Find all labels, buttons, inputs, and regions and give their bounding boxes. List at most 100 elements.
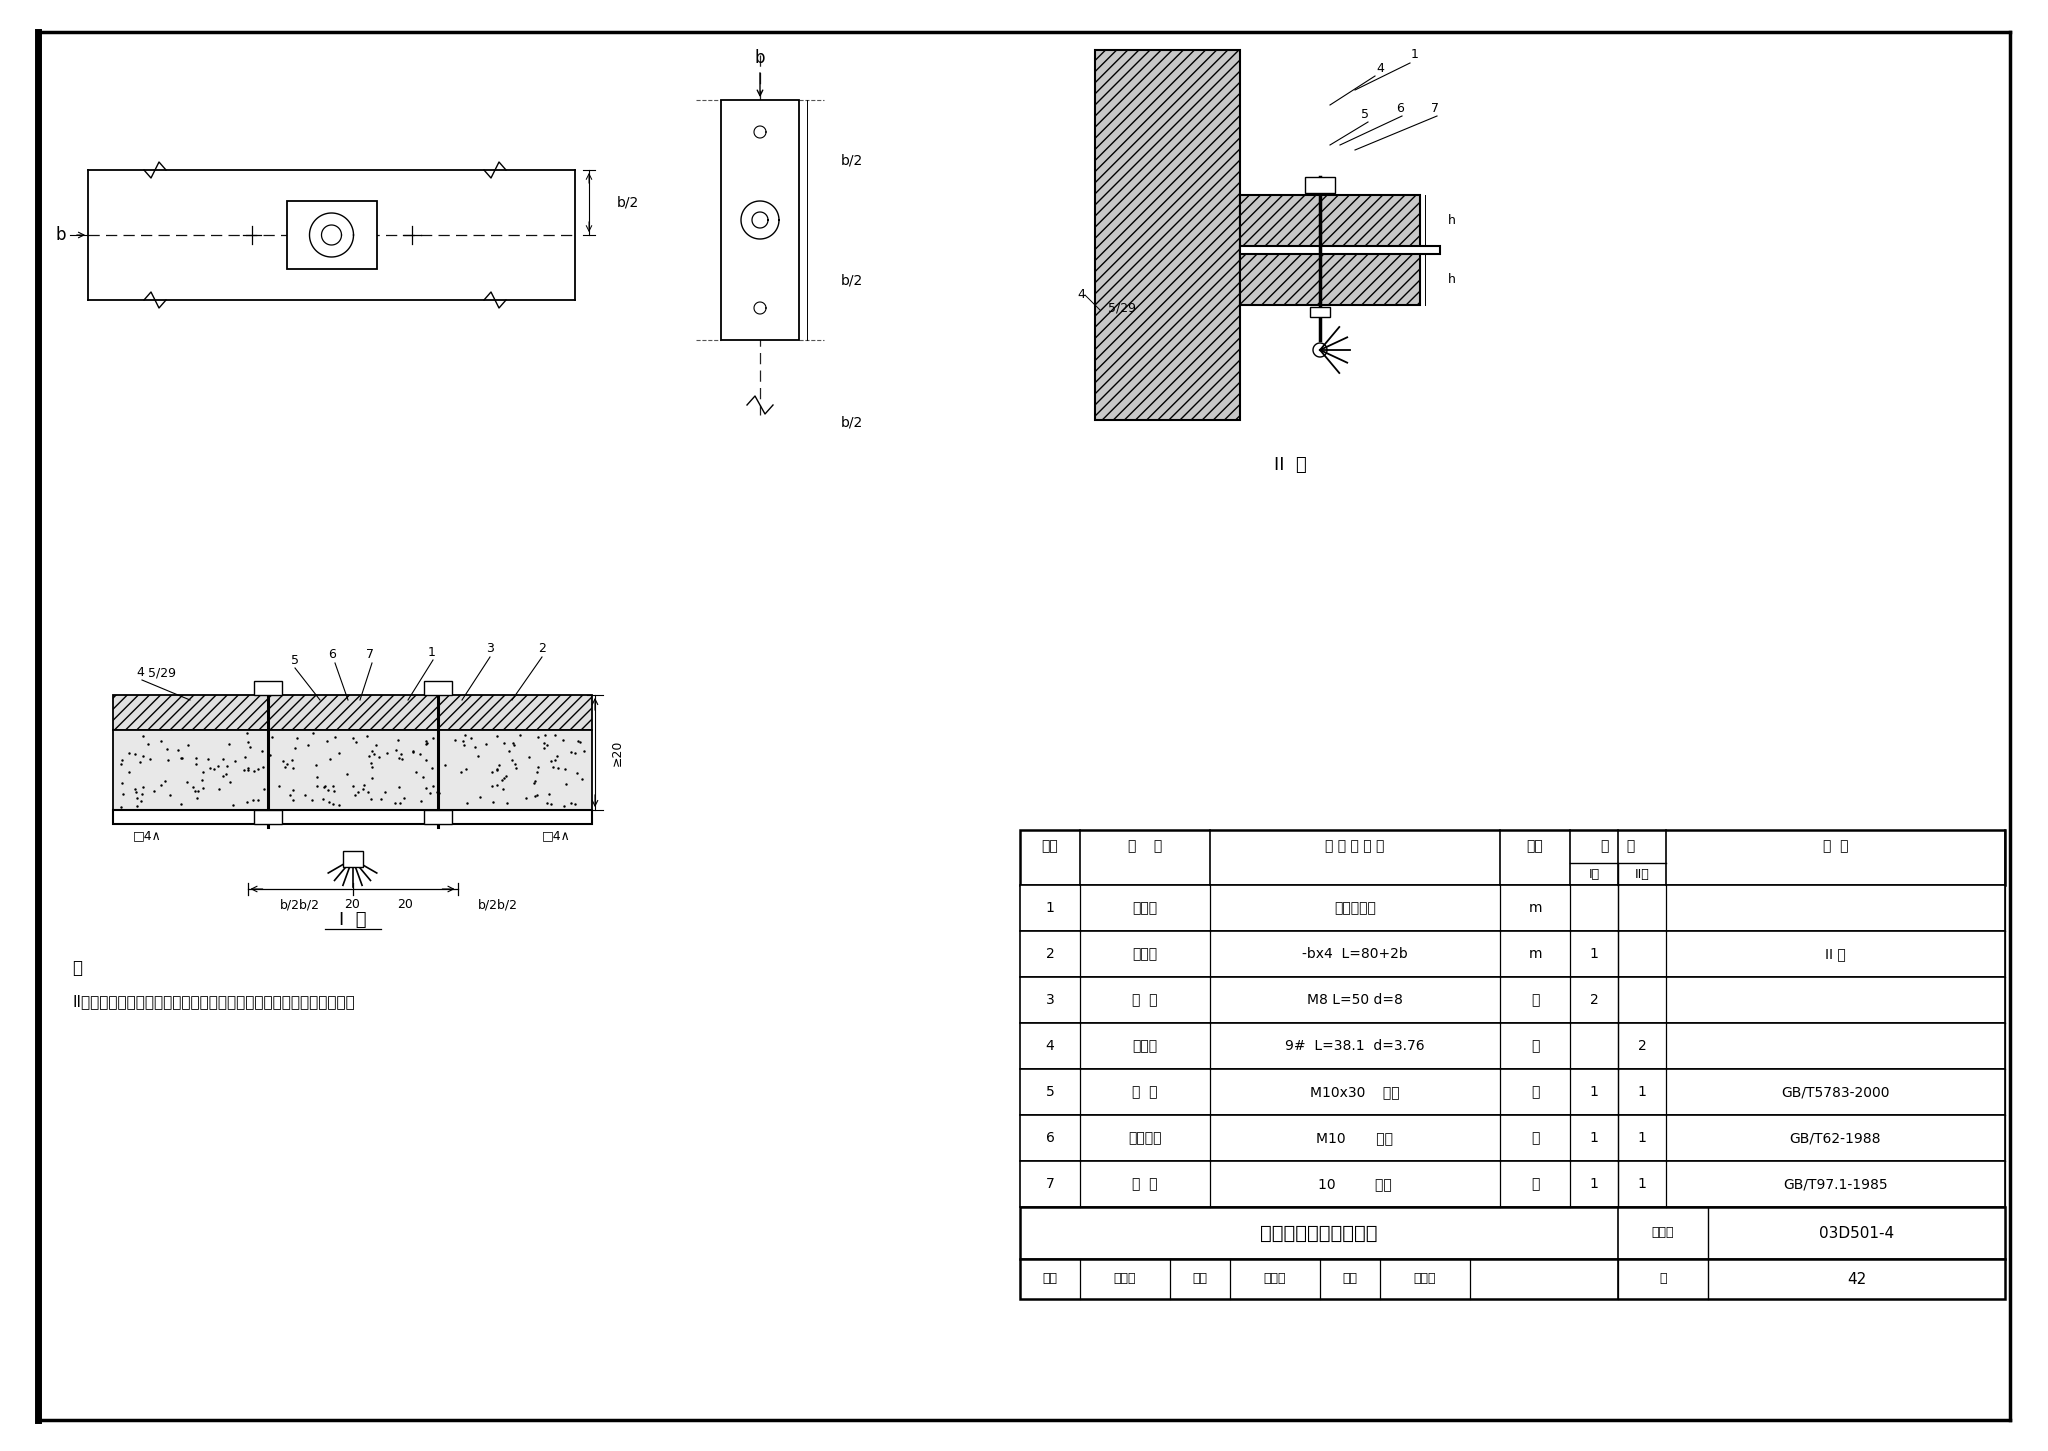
Text: 03D501-4: 03D501-4 (1819, 1226, 1894, 1241)
Bar (254, 810, 281, 824)
Text: 5: 5 (291, 653, 299, 666)
Bar (1020, 885, 2005, 932)
Text: M10x30    镀锌: M10x30 镀锌 (1311, 1085, 1401, 1098)
Text: 5/29: 5/29 (1108, 302, 1137, 315)
Text: 1: 1 (1638, 1177, 1647, 1191)
Text: 页: 页 (1659, 1273, 1667, 1286)
Text: 1: 1 (1638, 1085, 1647, 1098)
Text: 图集号: 图集号 (1653, 1226, 1675, 1239)
Text: -bx4  L=80+2b: -bx4 L=80+2b (1303, 948, 1407, 961)
Text: 5: 5 (1047, 1085, 1055, 1098)
Text: 5: 5 (1362, 109, 1368, 122)
Text: b/2: b/2 (616, 196, 639, 209)
Text: □4∧: □4∧ (543, 830, 571, 843)
Bar (1311, 308, 1329, 316)
Text: b/2: b/2 (842, 273, 864, 287)
Text: 3: 3 (485, 641, 494, 654)
Text: 设计: 设计 (1343, 1273, 1358, 1286)
Text: 1: 1 (1047, 901, 1055, 916)
Text: 20: 20 (397, 898, 414, 911)
Text: b: b (55, 226, 66, 244)
Text: 7: 7 (1432, 102, 1440, 115)
Text: 单位: 单位 (1526, 840, 1544, 853)
Text: 名    称: 名 称 (1128, 840, 1161, 853)
Bar (1020, 1023, 2005, 1069)
Text: 20: 20 (344, 898, 360, 911)
Text: 10         镀锌: 10 镀锌 (1319, 1177, 1393, 1191)
Text: b: b (756, 49, 766, 67)
Text: 见工程设计: 见工程设计 (1333, 901, 1376, 916)
Bar (1239, 194, 1419, 305)
Text: 个: 个 (1530, 1085, 1540, 1098)
Bar (1020, 1161, 2005, 1207)
Text: 4: 4 (1047, 1039, 1055, 1053)
Text: 6: 6 (1397, 102, 1405, 115)
Text: 备  注: 备 注 (1823, 840, 1847, 853)
Bar (1020, 1259, 2005, 1299)
Text: 7: 7 (1047, 1177, 1055, 1191)
Text: 蝶形螺母: 蝶形螺母 (1128, 1130, 1161, 1145)
Text: 审核: 审核 (1042, 1273, 1057, 1286)
Bar (1020, 830, 2005, 885)
Text: 序号: 序号 (1042, 840, 1059, 853)
Text: 2: 2 (1047, 948, 1055, 961)
Text: 型 号 及 规 格: 型 号 及 规 格 (1325, 840, 1384, 853)
Text: 接地板: 接地板 (1133, 948, 1157, 961)
Bar (1020, 1069, 2005, 1114)
Text: 4: 4 (135, 666, 143, 679)
Text: M8 L=50 d=8: M8 L=50 d=8 (1307, 992, 1403, 1007)
Text: 42: 42 (1847, 1271, 1866, 1287)
Bar (1020, 1114, 2005, 1161)
Bar (1020, 932, 2005, 977)
Text: m: m (1528, 948, 1542, 961)
Text: 1: 1 (1589, 1085, 1597, 1098)
Bar (113, 810, 592, 824)
Text: 6: 6 (1047, 1130, 1055, 1145)
Text: 垫  圈: 垫 圈 (1133, 1177, 1157, 1191)
Text: 2: 2 (1638, 1039, 1647, 1053)
Text: 个: 个 (1530, 1039, 1540, 1053)
Text: ≥20: ≥20 (610, 740, 623, 766)
Text: 1: 1 (1411, 48, 1419, 61)
Text: h: h (1448, 213, 1456, 226)
Text: 4: 4 (1077, 289, 1085, 302)
Bar (1020, 1207, 2005, 1259)
Text: 临时接线柱安装（二）: 临时接线柱安装（二） (1260, 1223, 1378, 1242)
Text: 9#  L=38.1  d=3.76: 9# L=38.1 d=3.76 (1286, 1039, 1425, 1053)
Text: 接地线: 接地线 (1133, 901, 1157, 916)
Text: 螺  栓: 螺 栓 (1133, 1085, 1157, 1098)
Text: 个: 个 (1530, 1130, 1540, 1145)
Text: II  型: II 型 (1274, 456, 1307, 474)
Text: 2: 2 (1589, 992, 1597, 1007)
Text: 5/29: 5/29 (147, 666, 176, 679)
Bar (721, 100, 799, 340)
Text: 1: 1 (1589, 948, 1597, 961)
Text: b/2: b/2 (842, 152, 864, 167)
Text: 水泥钉: 水泥钉 (1133, 1039, 1157, 1053)
Text: GB/T97.1-1985: GB/T97.1-1985 (1784, 1177, 1888, 1191)
Text: h: h (1448, 273, 1456, 286)
Text: 注: 注 (72, 959, 82, 977)
Text: M10       镀锌: M10 镀锌 (1317, 1130, 1393, 1145)
Text: 数    量: 数 量 (1602, 840, 1634, 853)
Text: 1: 1 (1589, 1177, 1597, 1191)
Bar (424, 810, 451, 824)
Text: II 型: II 型 (1825, 948, 1845, 961)
Text: I  型: I 型 (338, 911, 367, 929)
Text: 3: 3 (1047, 992, 1055, 1007)
Bar (1305, 177, 1335, 193)
Bar (113, 695, 592, 730)
Bar (424, 681, 451, 695)
Text: b/2b/2: b/2b/2 (281, 898, 319, 911)
Text: b/2b/2: b/2b/2 (477, 898, 518, 911)
Bar (113, 730, 592, 810)
Text: 李玉本: 李玉本 (1114, 1273, 1137, 1286)
Text: m: m (1528, 901, 1542, 916)
Text: GB/T5783-2000: GB/T5783-2000 (1782, 1085, 1890, 1098)
Bar (342, 850, 362, 868)
Text: 个: 个 (1530, 1177, 1540, 1191)
Text: 1: 1 (428, 646, 436, 659)
Text: 2: 2 (539, 641, 547, 654)
Text: I型: I型 (1589, 868, 1599, 881)
Text: 6: 6 (328, 649, 336, 662)
